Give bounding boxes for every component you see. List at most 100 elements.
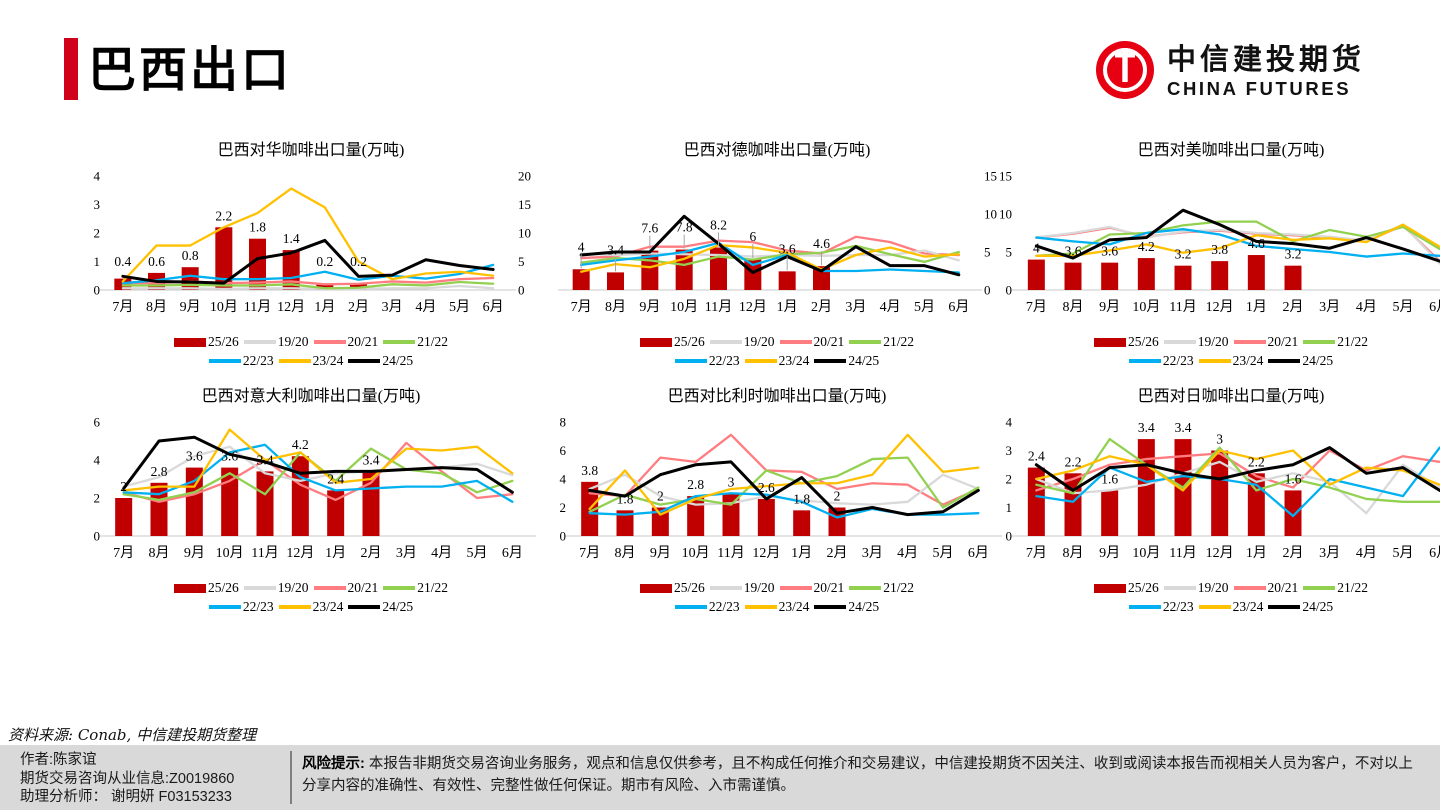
legend-item-19-20: 19/20 <box>709 334 775 350</box>
x-axis-tick: 11月 <box>251 545 278 561</box>
y-axis-tick-left: 15 <box>999 169 1012 184</box>
bar <box>221 467 239 536</box>
legend-item-25-26: 25/26 <box>173 580 239 596</box>
bar <box>256 471 274 536</box>
y-axis-tick-left: 0 <box>94 529 101 544</box>
bar <box>181 267 199 290</box>
y-axis-tick-left: 8 <box>560 415 567 430</box>
legend-line-swatch <box>744 605 777 609</box>
legend-line-swatch <box>744 359 777 363</box>
x-axis-tick: 8月 <box>1063 299 1084 315</box>
legend-label: 23/24 <box>778 599 810 614</box>
footer: 作者:陈家谊 期货交易咨询从业信息:Z0019860 助理分析师： 谢明妍 F0… <box>0 745 1440 810</box>
legend-bar-swatch <box>173 337 206 347</box>
legend-item-22-23: 22/23 <box>208 599 274 615</box>
x-axis-tick: 4月 <box>431 545 452 561</box>
legend-label: 25/26 <box>673 580 705 595</box>
x-axis-tick: 11月 <box>1169 545 1196 561</box>
legend-label: 23/24 <box>312 599 344 614</box>
legend-label: 23/24 <box>312 353 344 368</box>
legend-line-swatch <box>278 605 311 609</box>
legend-line-swatch <box>1268 605 1301 609</box>
legend-label: 22/23 <box>708 353 740 368</box>
legend-label: 24/25 <box>848 599 880 614</box>
legend-item-21-22: 21/22 <box>849 334 914 350</box>
bar-data-label: 2 <box>834 489 841 504</box>
bar-data-label: 3.8 <box>581 463 598 478</box>
chart-legend: 25/26 19/20 20/21 21/22 22/23 23/24 24/25 <box>544 334 1010 369</box>
x-axis-tick: 10月 <box>1132 545 1160 561</box>
x-axis-tick: 9月 <box>1099 545 1120 561</box>
bar-data-label: 7.8 <box>676 220 693 235</box>
legend-bar-swatch <box>1093 337 1126 347</box>
legend-label: 21/22 <box>417 334 449 349</box>
y-axis-tick-right: 10 <box>518 226 531 241</box>
assistant-line: 助理分析师： 谢明妍 F03153233 <box>20 789 232 805</box>
chart-brazil-china-exports: 巴西对华咖啡出口量(万吨) 0 1 2 3 4 0 5 10 15 20 7月 8月 9月 10月 11月 1… <box>78 140 544 386</box>
x-axis-tick: 5月 <box>449 299 470 315</box>
legend-row: 25/26 19/20 20/21 21/22 <box>1093 580 1368 596</box>
bar-data-label: 1.6 <box>1101 471 1118 486</box>
bar <box>687 496 705 536</box>
legend-line-swatch <box>348 605 381 609</box>
y-axis-tick-right: 20 <box>518 169 531 184</box>
bar-data-label: 3.8 <box>1211 242 1228 257</box>
x-axis-tick: 3月 <box>862 545 883 561</box>
page-title: 巴西出口 <box>88 44 293 97</box>
risk-disclaimer: 风险提示: 本报告非期货交易咨询业务服务，观点和信息仅供参考，且不构成任何推介和… <box>302 753 1424 797</box>
bar-data-label: 7.6 <box>641 221 658 236</box>
legend-label: 22/23 <box>1162 599 1194 614</box>
bar <box>1284 490 1302 536</box>
x-axis-tick: 7月 <box>1026 299 1047 315</box>
series-line <box>121 263 495 285</box>
legend-item-23-24: 23/24 <box>744 353 809 369</box>
bar-data-label: 0.2 <box>350 254 367 269</box>
legend-item-22-23: 22/23 <box>674 599 740 615</box>
legend-label: 25/26 <box>673 334 705 349</box>
legend-item-24-25: 24/25 <box>348 599 413 615</box>
legend-item-21-22: 21/22 <box>383 334 448 350</box>
legend-item-20-21: 20/21 <box>313 334 378 350</box>
legend-label: 22/23 <box>242 599 274 614</box>
footer-divider <box>290 751 292 804</box>
legend-line-swatch <box>383 586 416 590</box>
x-axis-tick: 2月 <box>361 545 382 561</box>
legend-label: 25/26 <box>1127 580 1159 595</box>
x-axis-tick: 1月 <box>314 299 335 315</box>
legend-item-19-20: 19/20 <box>243 334 309 350</box>
chart-title: 巴西对德咖啡出口量(万吨) <box>683 142 871 159</box>
legend-label: 22/23 <box>708 599 740 614</box>
legend-item-23-24: 23/24 <box>278 353 344 369</box>
legend-label: 19/20 <box>277 580 309 595</box>
bar-data-label: 3.6 <box>1065 244 1082 259</box>
legend-label: 20/21 <box>813 580 845 595</box>
legend-item-22-23: 22/23 <box>1128 599 1194 615</box>
risk-text: 本报告非期货交易咨询业务服务，观点和信息仅供参考，且不构成任何推介和交易建议，中… <box>302 756 1413 794</box>
bar-data-label: 1.8 <box>793 491 810 506</box>
bar <box>1064 262 1082 290</box>
x-axis-tick: 3月 <box>1319 299 1340 315</box>
legend-line-swatch <box>313 586 346 590</box>
series-line <box>1035 220 1440 257</box>
legend-item-23-24: 23/24 <box>744 599 810 615</box>
bar-data-label: 3.4 <box>363 452 380 467</box>
legend-label: 19/20 <box>743 334 775 349</box>
legend-item-19-20: 19/20 <box>1163 334 1229 350</box>
legend-item-22-23: 22/23 <box>674 353 740 369</box>
y-axis-tick-left: 1 <box>1006 500 1013 515</box>
legend-line-swatch <box>1128 359 1161 363</box>
x-axis-tick: 2月 <box>811 299 832 315</box>
x-axis-tick: 7月 <box>112 299 133 315</box>
legend-line-swatch <box>709 340 742 344</box>
chart-legend: 25/26 19/20 20/21 21/22 22/23 23/24 24/25 <box>544 580 1010 615</box>
x-axis-tick: 3月 <box>382 299 403 315</box>
title-accent-bar <box>64 38 78 100</box>
legend-line-swatch <box>243 586 276 590</box>
y-axis-tick-left: 0 <box>560 529 567 544</box>
y-axis-tick-right: 10 <box>984 207 997 222</box>
series-line <box>121 238 495 285</box>
legend-item-24-25: 24/25 <box>1268 353 1333 369</box>
x-axis-tick: 10月 <box>1132 299 1160 315</box>
series-line <box>1035 437 1440 503</box>
x-axis-tick: 2月 <box>1283 299 1304 315</box>
